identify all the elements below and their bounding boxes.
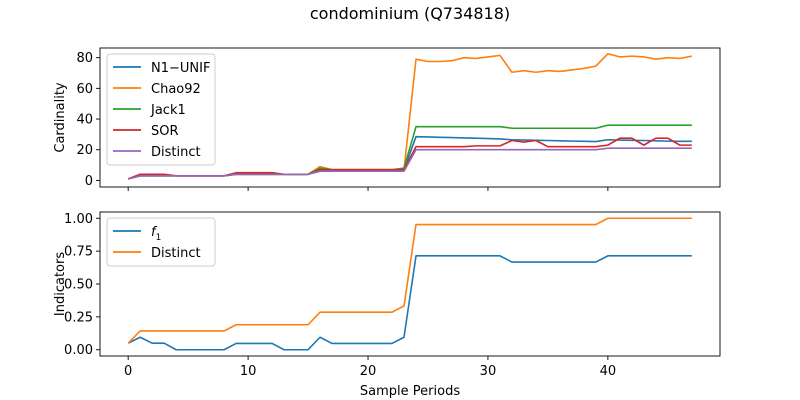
y-tick-label-1-0: 0.00: [64, 343, 93, 358]
y-tick-label-1-3: 0.75: [64, 245, 93, 260]
y-tick-label-0-2: 40: [76, 113, 93, 128]
legend-label-subscript: 1: [156, 233, 162, 243]
legend-label-0-2: Jack1: [150, 103, 186, 118]
x-tick-label-1-2: 20: [360, 364, 377, 379]
y-tick-label-1-1: 0.25: [64, 310, 93, 325]
indicators-chart: 0.00 0.25 0.50 0.75 1.00 0 10 20 30 40 Indicators S…: [53, 211, 721, 399]
legend-label-0-0: N1−UNIF: [151, 61, 210, 76]
y-tick-label-0-4: 80: [76, 51, 93, 66]
y-tick-label-0-1: 20: [76, 143, 93, 158]
figure-title: condominium (Q734818): [310, 4, 510, 23]
series-line-0-4: [127, 147, 692, 180]
series-line-1-1: [127, 217, 692, 344]
y-tick-label-0-0: 0: [85, 174, 93, 189]
axes-frame-0: [99, 47, 721, 188]
y-tick-label-1-4: 1.00: [64, 212, 93, 227]
y-tick-label-1-2: 0.50: [64, 278, 93, 293]
x-tick-label-1-0: 0: [124, 364, 132, 379]
legend-label-0-1: Chao92: [151, 82, 201, 97]
x-tick-label-1-3: 30: [480, 364, 497, 379]
legend-box-1: [106, 217, 216, 267]
legend-label-1-0: f1: [151, 225, 161, 243]
x-axis-label-1: Sample Periods: [360, 384, 460, 399]
y-axis-label-0: Cardinality: [53, 82, 68, 153]
legend-label-1-1: Distinct: [151, 246, 201, 261]
y-axis-label-1: Indicators: [53, 252, 68, 316]
legend-label-0-3: SOR: [151, 124, 179, 139]
legend-box-0: [106, 53, 216, 166]
series-line-1-0: [127, 255, 692, 351]
cardinality-chart: 0 20 40 60 80 Cardinality N1−UNIF Chao92 Jack1 SO…: [53, 47, 721, 191]
x-tick-label-1-4: 40: [600, 364, 617, 379]
legend-label-0-4: Distinct: [151, 145, 201, 160]
y-tick-label-0-3: 60: [76, 82, 93, 97]
x-tick-label-1-1: 10: [240, 364, 257, 379]
